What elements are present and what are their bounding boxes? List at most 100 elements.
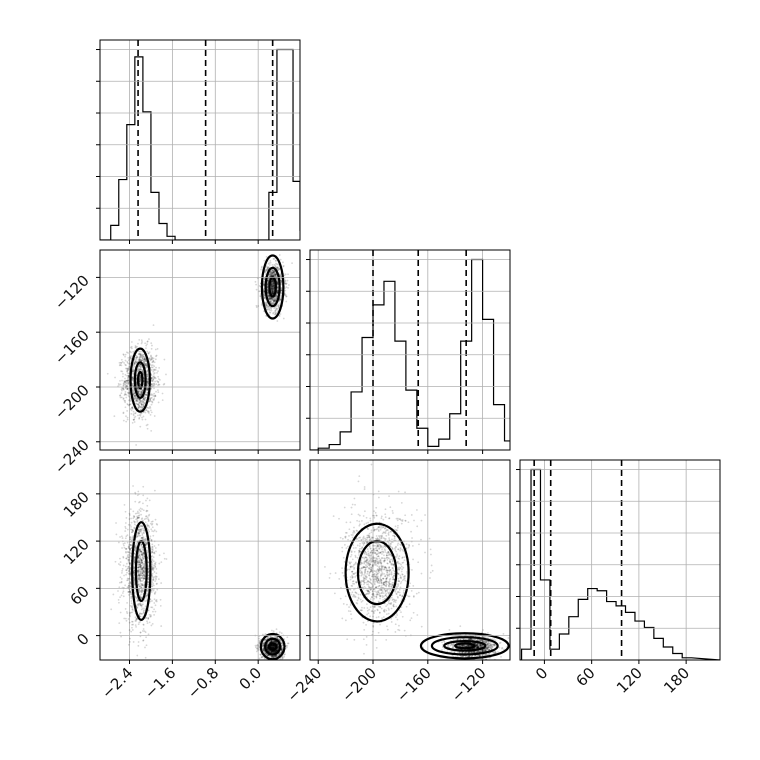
sample-point [122, 382, 125, 385]
sample-point [141, 357, 144, 359]
sample-point [137, 517, 140, 520]
sample-point [119, 363, 122, 366]
sample-point [265, 264, 268, 267]
sample-point [147, 378, 150, 380]
sample-point [145, 616, 148, 619]
sample-point [126, 380, 129, 382]
sample-point [145, 388, 148, 391]
sample-point [138, 554, 141, 557]
sample-point [135, 399, 138, 402]
sample-point [270, 297, 272, 299]
sample-point [144, 600, 147, 603]
sample-point [137, 406, 140, 409]
sample-point [142, 565, 145, 568]
sample-point [152, 560, 155, 563]
sample-point [151, 393, 154, 396]
sample-point [121, 375, 124, 378]
sample-point [135, 397, 138, 400]
sample-point [117, 541, 120, 544]
sample-point [143, 530, 146, 532]
sample-point [143, 358, 146, 360]
sample-point [144, 363, 147, 365]
sample-point [141, 553, 143, 556]
sample-point [134, 397, 137, 400]
sample-point [278, 273, 281, 276]
sample-point [141, 527, 144, 530]
sample-point [143, 357, 146, 360]
sample-point [263, 278, 266, 281]
sample-point [143, 358, 145, 361]
sample-point [271, 286, 273, 289]
sample-point [272, 287, 275, 290]
sample-point [132, 410, 135, 413]
sample-point [154, 369, 157, 371]
sample-point [128, 594, 130, 596]
sample-point [272, 284, 275, 287]
sample-point [152, 382, 155, 385]
sample-point [161, 392, 164, 395]
sample-point [146, 381, 149, 384]
sample-point [266, 287, 269, 290]
sample-point [126, 369, 129, 371]
sample-point [155, 575, 158, 578]
sample-point [138, 583, 140, 586]
sample-point [130, 357, 132, 360]
sample-point [271, 289, 274, 292]
sample-point [273, 301, 275, 303]
sample-point [143, 358, 146, 361]
sample-point [124, 384, 127, 387]
sample-point [129, 538, 132, 540]
sample-point [138, 516, 141, 519]
sample-point [154, 563, 157, 566]
sample-point [127, 356, 130, 359]
sample-point [270, 308, 273, 310]
sample-point [122, 387, 124, 390]
sample-point [270, 306, 272, 309]
sample-point [262, 290, 265, 293]
sample-point [132, 510, 135, 513]
sample-point [120, 580, 123, 583]
sample-point [126, 369, 129, 372]
sample-point [144, 393, 147, 396]
sample-point [138, 377, 141, 380]
sample-point [138, 404, 141, 407]
sample-point [273, 269, 276, 272]
sample-point [161, 399, 164, 402]
sample-point [128, 562, 131, 565]
sample-point [133, 561, 136, 564]
sample-point [119, 561, 122, 563]
sample-point [266, 266, 269, 269]
sample-point [139, 408, 142, 411]
sample-point [157, 401, 160, 404]
sample-point [132, 385, 135, 387]
sample-point [150, 383, 153, 386]
sample-point [271, 280, 273, 283]
sample-point [134, 361, 137, 363]
sample-point [134, 397, 136, 399]
sample-point [272, 300, 275, 303]
sample-point [132, 382, 134, 385]
sample-point [136, 599, 139, 601]
sample-point [268, 297, 271, 299]
sample-point [271, 279, 274, 282]
sample-point [133, 391, 136, 394]
sample-point [129, 562, 132, 565]
sample-point [126, 579, 128, 582]
sample-point [141, 525, 144, 528]
sample-point [271, 282, 274, 285]
sample-point [139, 565, 141, 568]
sample-point [278, 268, 280, 270]
sample-point [276, 286, 279, 289]
sample-point [269, 309, 271, 312]
sample-point [272, 271, 275, 274]
sample-point [275, 266, 278, 269]
sample-point [268, 298, 271, 301]
sample-point [138, 516, 140, 519]
sample-point [138, 352, 141, 355]
sample-point [267, 292, 270, 295]
sample-point [139, 580, 142, 583]
sample-point [163, 557, 166, 560]
sample-point [257, 305, 260, 307]
sample-point [157, 383, 160, 386]
